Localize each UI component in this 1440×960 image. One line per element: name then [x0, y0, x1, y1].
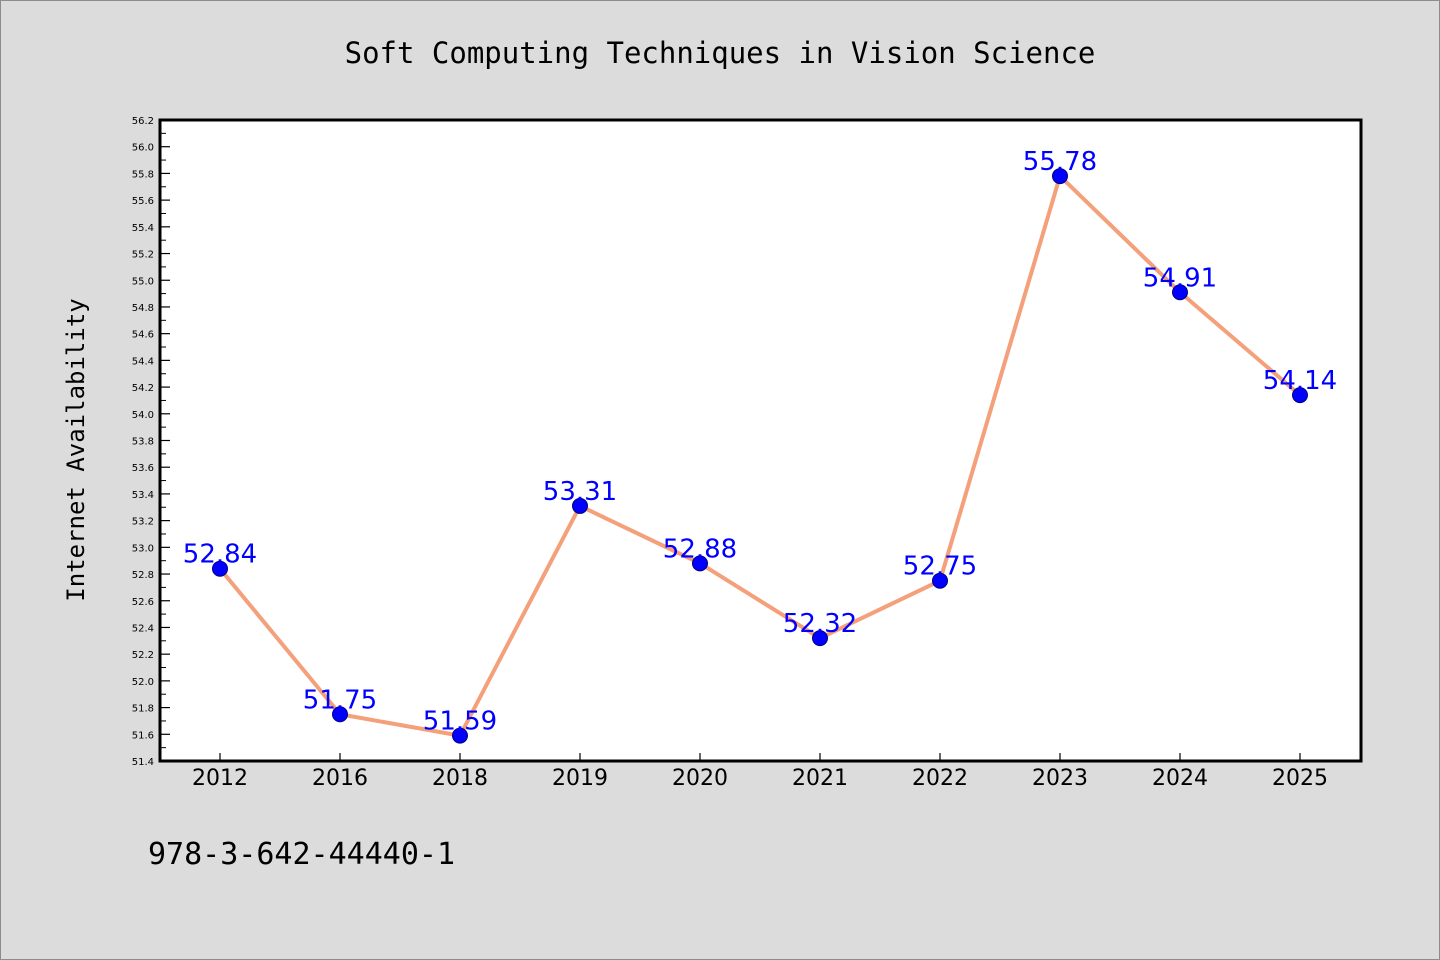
- y-tick-label: 52.2: [132, 650, 154, 661]
- data-point: [1052, 168, 1068, 185]
- data-point: [212, 560, 228, 577]
- y-tick-label: 52.0: [132, 677, 154, 688]
- x-tick-label: 2024: [1152, 766, 1208, 791]
- y-tick-label: 55.0: [132, 276, 154, 287]
- y-tick-label: 55.2: [132, 250, 154, 261]
- x-tick-label: 2019: [552, 766, 608, 791]
- y-tick-label: 53.6: [132, 463, 154, 474]
- data-point: [332, 706, 348, 723]
- series-line-group: [218, 174, 1302, 738]
- y-tick-label: 51.8: [132, 704, 154, 715]
- y-tick-label: 54.0: [132, 410, 154, 421]
- data-label: 55.78: [1023, 147, 1097, 177]
- y-tick-label: 52.4: [132, 623, 154, 634]
- y-axis-label: Internet Availability: [62, 298, 90, 601]
- data-label: 52.88: [663, 534, 737, 564]
- y-axis-ticks: 51.4 51.6 51.8 52.0 52.2 52.4 52.6 52.8 53.0 53.2…: [132, 116, 170, 768]
- data-label: 51.59: [423, 707, 497, 737]
- x-axis-ticks: 2012 2016 2018 2019 2020 2021 2022 2023 2024 2025: [192, 753, 1328, 791]
- y-tick-label: 53.8: [132, 437, 154, 448]
- x-tick-label: 2012: [192, 766, 248, 791]
- data-label: 54.91: [1143, 263, 1217, 293]
- data-labels-group: 52.84 51.75 51.59 53.31 52.88 52.32 52.75 55.78…: [183, 147, 1337, 737]
- data-label: 52.84: [183, 540, 257, 570]
- y-tick-label: 54.6: [132, 330, 154, 341]
- series-points-group: [212, 168, 1308, 744]
- chart-title: Soft Computing Techniques in Vision Scie…: [345, 36, 1096, 70]
- y-tick-label: 54.8: [132, 303, 154, 314]
- y-tick-label: 53.0: [132, 543, 154, 554]
- y-tick-label: 56.0: [132, 143, 154, 154]
- x-tick-label: 2021: [792, 766, 848, 791]
- series-line: [218, 174, 1302, 738]
- data-label: 51.75: [303, 685, 377, 715]
- x-tick-label: 2020: [672, 766, 728, 791]
- data-point: [1172, 284, 1188, 301]
- y-tick-label: 55.6: [132, 196, 154, 207]
- data-point: [692, 555, 708, 572]
- data-label: 52.75: [903, 552, 977, 582]
- data-point: [1292, 387, 1308, 404]
- y-tick-label: 51.4: [132, 757, 154, 768]
- data-label: 52.32: [783, 609, 857, 639]
- y-tick-label: 54.4: [132, 356, 154, 367]
- data-point: [812, 630, 828, 647]
- data-label: 53.31: [543, 477, 617, 507]
- y-tick-label: 54.2: [132, 383, 154, 394]
- y-tick-label: 52.8: [132, 570, 154, 581]
- x-tick-label: 2022: [912, 766, 968, 791]
- y-tick-label: 55.4: [132, 223, 154, 234]
- y-tick-label: 56.2: [132, 116, 154, 127]
- x-tick-label: 2018: [432, 766, 488, 791]
- y-tick-label: 55.8: [132, 169, 154, 180]
- x-tick-label: 2023: [1032, 766, 1088, 791]
- y-tick-label: 52.6: [132, 597, 154, 608]
- data-point: [572, 497, 588, 514]
- y-tick-label: 53.4: [132, 490, 154, 501]
- data-label: 54.14: [1263, 366, 1337, 396]
- isbn-footer: 978-3-642-44440-1: [148, 837, 455, 872]
- x-tick-label: 2025: [1272, 766, 1328, 791]
- data-point: [932, 572, 948, 589]
- plot-area: [158, 118, 1363, 763]
- x-tick-label: 2016: [312, 766, 368, 791]
- y-tick-label: 53.2: [132, 517, 154, 528]
- data-point: [452, 727, 468, 744]
- y-tick-label: 51.6: [132, 730, 154, 741]
